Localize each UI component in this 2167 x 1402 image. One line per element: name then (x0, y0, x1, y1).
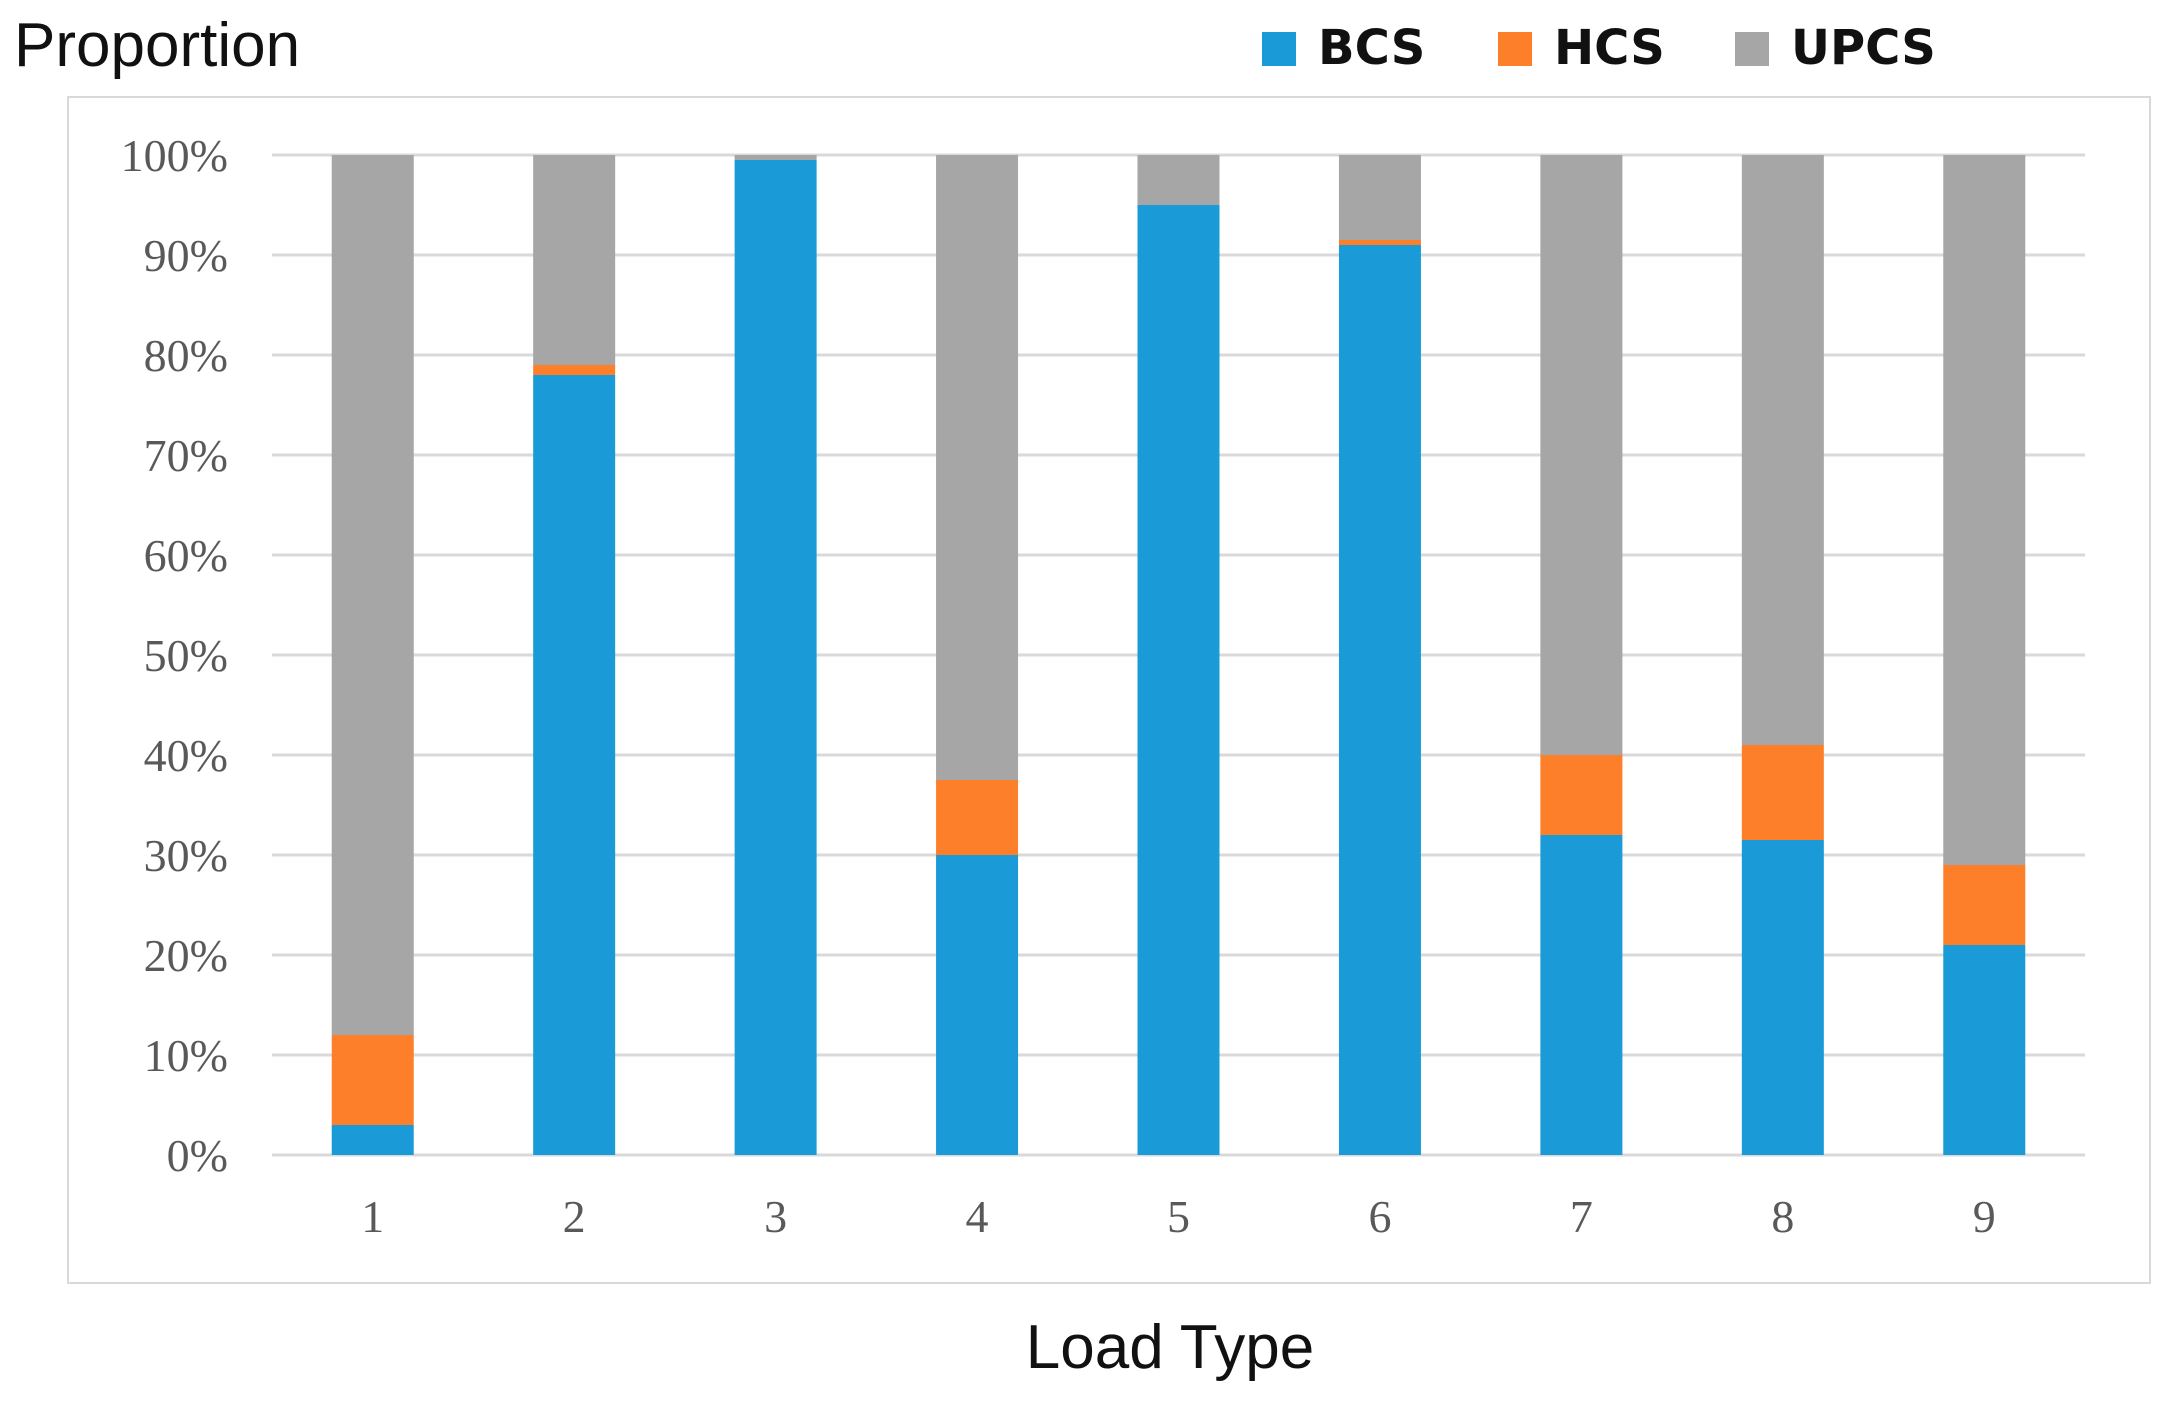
bar-segment-bcs (1741, 840, 1824, 1155)
bar-segment-hcs (533, 365, 616, 375)
x-tick-label: 3 (764, 1191, 787, 1242)
x-tick-labels: 1 2 3 4 5 6 7 8 9 (361, 1191, 1996, 1242)
bar-segment-bcs (533, 375, 616, 1155)
bar-segment-upcs (1943, 155, 2026, 865)
bar-segment-bcs (734, 160, 817, 1155)
x-tick-label: 9 (1973, 1191, 1996, 1242)
y-tick-label: 100% (121, 130, 228, 181)
legend-label-hcs: HCS (1554, 20, 1665, 76)
bar-segment-bcs (1137, 205, 1220, 1155)
bar-segment-hcs (1338, 240, 1421, 245)
y-tick-label: 30% (144, 830, 228, 881)
y-tick-label: 70% (144, 430, 228, 481)
bar-segment-bcs (1540, 835, 1623, 1155)
bar-segment-hcs (331, 1035, 414, 1125)
bars (331, 155, 2026, 1155)
bar-segment-bcs (1338, 245, 1421, 1155)
legend-label-bcs: BCS (1318, 20, 1425, 76)
bar-segment-hcs (1943, 865, 2026, 945)
y-tick-label: 90% (144, 230, 228, 281)
x-tick-label: 4 (966, 1191, 989, 1242)
x-tick-label: 8 (1771, 1191, 1794, 1242)
y-tick-label: 10% (144, 1030, 228, 1081)
x-tick-label: 7 (1570, 1191, 1593, 1242)
x-tick-label: 5 (1167, 1191, 1190, 1242)
legend: BCS HCS UPCS (1262, 20, 1936, 76)
legend-swatch-hcs (1498, 32, 1532, 66)
legend-label-upcs: UPCS (1791, 20, 1936, 76)
y-tick-labels: 0% 10% 20% 30% 40% 50% 60% 70% 80% 90% 100% (121, 130, 228, 1181)
x-tick-label: 2 (563, 1191, 586, 1242)
bar-segment-upcs (331, 155, 414, 1035)
legend-swatch-bcs (1262, 32, 1296, 66)
y-tick-label: 0% (167, 1130, 228, 1181)
x-tick-label: 1 (361, 1191, 384, 1242)
bar-segment-upcs (734, 155, 817, 160)
bar-segment-hcs (1741, 745, 1824, 840)
y-axis-label: Proportion (14, 11, 300, 80)
bar-segment-hcs (1540, 755, 1623, 835)
y-tick-label: 60% (144, 530, 228, 581)
y-tick-label: 20% (144, 930, 228, 981)
bar-segment-upcs (1137, 155, 1220, 205)
bar-segment-upcs (533, 155, 616, 365)
bar-segment-bcs (1943, 945, 2026, 1155)
bar-segment-upcs (1338, 155, 1421, 240)
y-tick-label: 50% (144, 630, 228, 681)
bar-segment-upcs (1540, 155, 1623, 755)
legend-swatch-upcs (1735, 32, 1769, 66)
bar-segment-hcs (936, 780, 1019, 855)
bar-segment-upcs (936, 155, 1019, 780)
bar-segment-upcs (1741, 155, 1824, 745)
y-tick-label: 80% (144, 330, 228, 381)
x-tick-label: 6 (1368, 1191, 1391, 1242)
bar-segment-bcs (331, 1125, 414, 1155)
y-tick-label: 40% (144, 730, 228, 781)
x-axis-label: Load Type (1026, 1313, 1314, 1382)
bar-segment-bcs (936, 855, 1019, 1155)
